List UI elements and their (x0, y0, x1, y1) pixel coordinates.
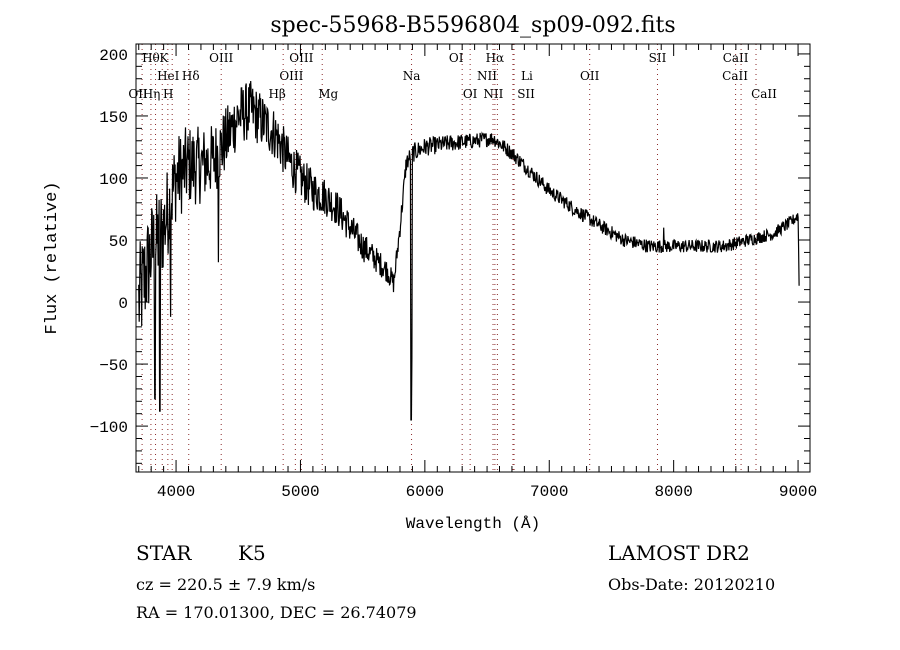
survey-name: LAMOST DR2 (608, 541, 750, 565)
line-label: OIII (209, 51, 233, 65)
chart-title: spec-55968-B5596804_sp09-092.fits (270, 13, 675, 38)
line-label: CaII (723, 51, 749, 65)
line-label: Hθ (142, 51, 160, 65)
plot-frame (135, 43, 811, 473)
line-label: OIII (289, 51, 313, 65)
y-tick-label: 150 (99, 109, 128, 127)
line-label: OI (449, 51, 464, 65)
x-tick-label: 6000 (406, 483, 444, 501)
subclass: K5 (238, 541, 266, 565)
y-axis-label: Flux (relative) (43, 181, 62, 334)
line-label: Hβ (268, 87, 285, 101)
line-label: HeI (157, 69, 180, 83)
line-label: Li (521, 69, 533, 83)
line-label: Hα (486, 51, 505, 65)
x-tick-label: 8000 (654, 483, 692, 501)
line-label: NII (483, 87, 503, 101)
line-label: CaII (751, 87, 777, 101)
y-tick-label: 50 (109, 233, 128, 251)
line-label: H (163, 87, 173, 101)
line-label: SII (517, 87, 535, 101)
line-label: K (159, 51, 169, 65)
line-label: OII (128, 87, 148, 101)
coordinates: RA = 170.01300, DEC = 26.74079 (136, 603, 417, 622)
axis-ticks: 4000 5000 6000 7000 8000 9000 −100 −50 0 50 100 150… (90, 44, 817, 501)
y-tick-label: 0 (118, 295, 128, 313)
line-label: OI (463, 87, 478, 101)
object-class: STAR (136, 541, 192, 565)
y-tick-label: −50 (99, 357, 128, 375)
line-label: SII (649, 51, 667, 65)
obs-date: Obs-Date: 20120210 (608, 575, 775, 594)
line-label: CaII (722, 69, 748, 83)
y-tick-label: 100 (99, 171, 128, 189)
line-label: Hη (143, 87, 161, 101)
line-label: OII (580, 69, 600, 83)
x-tick-label: 4000 (157, 483, 195, 501)
line-label: Na (403, 69, 421, 83)
x-tick-label: 5000 (281, 483, 319, 501)
line-label: OIII (279, 69, 303, 83)
line-label: Hδ (182, 69, 200, 83)
x-tick-label: 9000 (779, 483, 817, 501)
line-label: Mg (318, 87, 338, 101)
x-tick-label: 7000 (530, 483, 568, 501)
spectrum-line (138, 80, 800, 421)
redshift: cz = 220.5 ± 7.9 km/s (136, 575, 315, 594)
x-axis-label: Wavelength (Å) (406, 515, 540, 533)
y-tick-label: 200 (99, 47, 128, 65)
y-tick-label: −100 (90, 419, 128, 437)
line-label: NII (477, 69, 497, 83)
